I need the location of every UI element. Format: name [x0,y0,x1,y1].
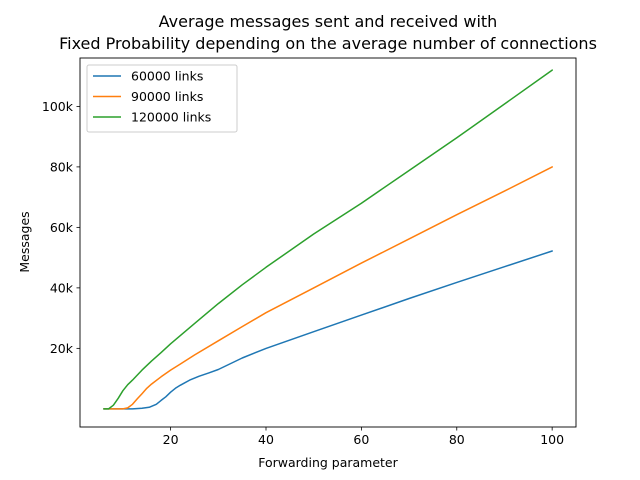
series-line-2 [103,69,553,410]
series-line-1 [103,166,553,410]
legend: 60000 links 90000 links 120000 links [86,64,238,133]
legend-label-0: 60000 links [131,69,203,84]
x-axis-ticks: 20 40 60 80 100 [163,427,564,447]
legend-label-1: 90000 links [131,89,203,104]
chart-title-line-2: Fixed Probability depending on the avera… [59,34,597,53]
y-tick-label: 80k [50,159,74,174]
axes-frame [79,57,577,428]
x-tick-label: 80 [449,432,465,447]
y-axis-label: Messages [17,211,32,272]
y-tick-label: 40k [50,280,74,295]
x-tick-label: 60 [353,432,369,447]
x-tick-label: 40 [258,432,274,447]
series-layer [103,69,553,410]
legend-box [86,64,238,133]
x-tick-label: 100 [540,432,564,447]
y-tick-label: 20k [50,341,74,356]
x-axis-label: Forwarding parameter [258,455,398,470]
y-tick-label: 100k [42,99,74,114]
x-tick-label: 20 [163,432,179,447]
chart-title-line-1: Average messages sent and received with [159,12,498,31]
series-line-0 [103,250,553,410]
plot-area [79,57,577,428]
y-axis-ticks: 20k 40k 60k 80k 100k [42,99,80,356]
legend-label-2: 120000 links [131,110,211,125]
y-tick-label: 60k [50,220,74,235]
